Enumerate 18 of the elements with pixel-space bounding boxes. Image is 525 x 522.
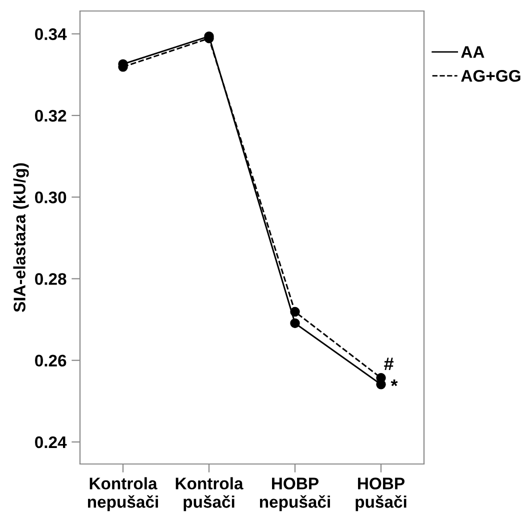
point: [290, 318, 300, 328]
y-tick-label: 0.24: [35, 436, 67, 448]
point: [376, 373, 386, 383]
point: [290, 306, 300, 317]
y-axis-title: SIA-elastaza (kU/g): [13, 163, 29, 312]
legend-label: AG+GG: [461, 70, 520, 82]
y-tick-label: 0.26: [35, 354, 66, 367]
annotation: #: [384, 358, 394, 370]
y-tick-label: 0.28: [35, 273, 66, 285]
x-tick-label: HOBP pušači: [356, 478, 406, 512]
legend-label: AA: [461, 46, 484, 58]
x-tick-label: HOBP nepušači: [260, 478, 330, 512]
y-tick-label: 0.34: [35, 28, 67, 40]
annotation: *: [390, 379, 398, 386]
y-tick-label: 0.32: [35, 110, 66, 122]
x-tick-label: Kontrola pušači: [176, 477, 244, 512]
x-tick-label: Kontrola nepušači: [88, 477, 158, 512]
y-tick-label: 0.30: [35, 192, 66, 204]
